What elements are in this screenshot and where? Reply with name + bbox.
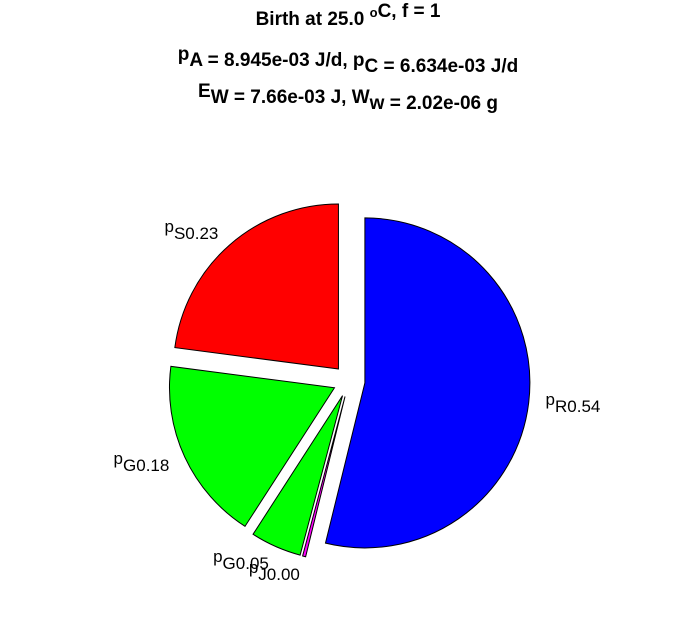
label-base: p	[546, 390, 555, 409]
pie-slice	[168, 365, 336, 528]
label-sub: S	[174, 224, 185, 243]
slice-label: pR0.54	[546, 390, 601, 416]
chart-title: Birth at 25.0 oC, f = 1	[256, 1, 441, 30]
label-value: 0.00	[267, 565, 300, 584]
pie-slice	[174, 203, 339, 370]
title-text: Birth at 25.0	[256, 9, 370, 30]
title-sub: W	[211, 87, 229, 108]
slice-label: pG0.18	[114, 449, 170, 475]
title-text: p	[178, 44, 190, 65]
label-sub: G	[123, 456, 136, 475]
label-value: 0.05	[236, 554, 269, 573]
label-sub: J	[258, 565, 267, 584]
chart-title: EW = 7.66e-03 J, Ww = 2.02e-06 g	[198, 81, 498, 114]
label-base: p	[249, 558, 258, 577]
title-text: = 6.634e-03 J/d	[378, 56, 518, 77]
title-sub: C	[365, 56, 379, 77]
title-text: E	[198, 81, 211, 102]
label-value: 0.23	[185, 224, 218, 243]
title-sub: A	[189, 50, 203, 71]
title-text: = 8.945e-03 J/d, p	[202, 50, 364, 71]
slice-label: pJ0.00	[249, 558, 300, 584]
slice-label: pS0.23	[164, 217, 218, 243]
title-sub: w	[369, 93, 385, 114]
label-base: p	[114, 449, 123, 468]
title-text: = 7.66e-03 J, W	[229, 87, 370, 108]
title-text: C, f = 1	[378, 1, 441, 22]
pie-slice	[324, 217, 531, 549]
chart-title: pA = 8.945e-03 J/d, pC = 6.634e-03 J/d	[178, 44, 518, 77]
label-sub: R	[555, 397, 567, 416]
slice-label: pG0.05	[213, 547, 269, 573]
pie-slice	[252, 395, 344, 556]
label-value: 0.18	[136, 456, 169, 475]
label-base: p	[164, 217, 173, 236]
title-text: = 2.02e-06 g	[384, 93, 498, 114]
label-base: p	[213, 547, 222, 566]
pie-slice	[302, 396, 346, 558]
label-sub: G	[223, 554, 236, 573]
label-value: 0.54	[567, 397, 600, 416]
title-sup: o	[370, 5, 378, 20]
